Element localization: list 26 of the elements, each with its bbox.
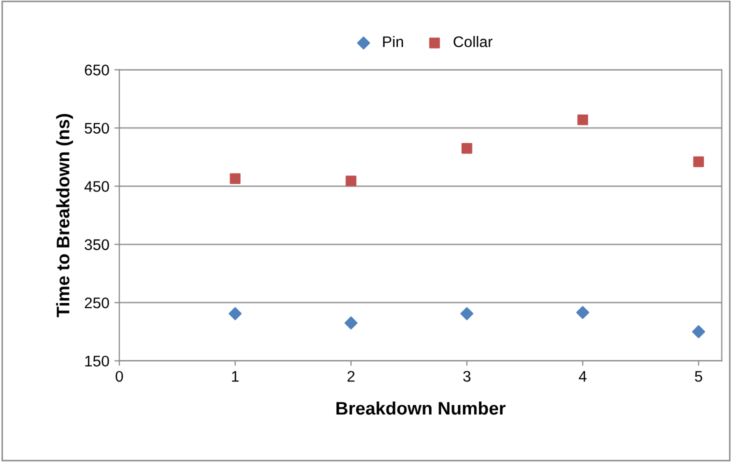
x-tick-label: 1 — [232, 371, 239, 382]
point — [344, 316, 358, 330]
y-tick-label: 350 — [84, 239, 109, 250]
point — [346, 176, 356, 186]
point — [577, 114, 588, 126]
point — [228, 307, 242, 320]
x-tick-label: 3 — [463, 370, 470, 382]
x-tick-label: 0 — [116, 370, 123, 382]
y-tick-label: 150 — [85, 356, 109, 367]
point — [692, 325, 706, 338]
y-tick-label: 450 — [84, 181, 109, 192]
y-tick-label: 250 — [84, 297, 109, 308]
point — [693, 156, 704, 168]
y-axis-title: Time to Breakdown (ns) — [56, 114, 73, 318]
legend-label: Pin — [383, 36, 403, 48]
x-tick-label: 5 — [694, 371, 702, 382]
x-tick-label: 4 — [578, 371, 587, 382]
point — [230, 173, 241, 184]
x-tick-label: 2 — [348, 370, 355, 382]
point — [462, 142, 472, 154]
legend-label: Collar — [454, 36, 493, 48]
y-tick-label: 650 — [84, 64, 109, 76]
y-tick-label: 550 — [84, 122, 109, 134]
x-axis-title: Breakdown Number — [336, 401, 506, 415]
point — [460, 307, 474, 320]
point — [576, 306, 590, 320]
